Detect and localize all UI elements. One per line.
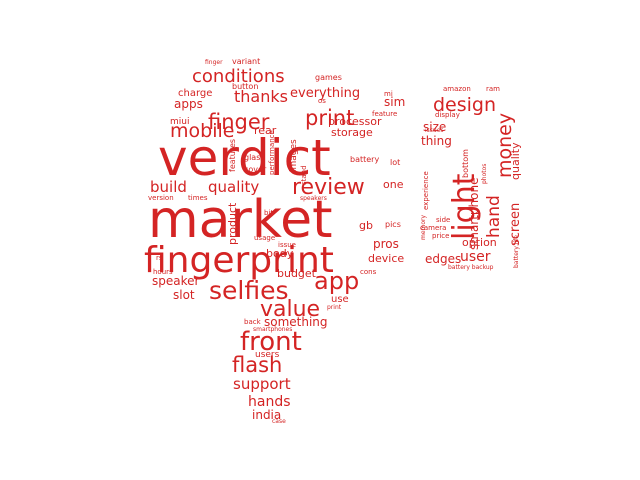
word-finger-small: finger — [205, 59, 223, 66]
word-gb: gb — [359, 219, 373, 232]
word-quality: quality — [208, 178, 259, 196]
word-issue: issue — [278, 241, 296, 249]
word-price: price — [432, 232, 449, 240]
word-apps: apps — [174, 97, 203, 111]
word-cover: cover — [244, 165, 267, 174]
word-hands: hands — [248, 394, 291, 410]
word-camera: camera — [420, 224, 446, 232]
word-smartphones: smartphones — [253, 326, 292, 333]
word-issues: issues — [425, 127, 444, 134]
word-stand: stand — [300, 165, 308, 185]
word-usage: usage — [254, 234, 275, 242]
word-display: display — [435, 111, 460, 119]
word-lot: lot — [390, 158, 400, 167]
word-review: review — [292, 175, 365, 200]
word-build: build — [150, 178, 187, 196]
word-app: app — [314, 267, 359, 295]
word-verdict: verdict — [158, 129, 331, 187]
word-pros: pros — [373, 237, 399, 251]
word-device: device — [368, 252, 404, 265]
word-money: money — [494, 113, 516, 178]
word-option: option — [462, 236, 497, 249]
word-battery: battery — [350, 155, 379, 164]
word-product: product — [226, 202, 239, 245]
word-amazon: amazon — [443, 85, 471, 93]
word-pics: pics — [385, 220, 401, 229]
word-thanks: thanks — [234, 87, 288, 106]
word-front: front — [240, 327, 302, 357]
word-hours: hours — [153, 268, 173, 276]
word-speaker: speaker — [152, 274, 200, 288]
word-back: back — [244, 318, 262, 326]
word-mi: mi — [384, 90, 393, 98]
word-user: user — [460, 249, 491, 265]
word-everything: everything — [290, 86, 360, 101]
word-users: users — [255, 350, 280, 360]
word-performance: performance — [268, 130, 276, 175]
word-body: body — [266, 247, 294, 260]
word-ram: ram — [486, 85, 500, 93]
word-images: images — [289, 139, 299, 172]
word-bit: bit — [264, 209, 273, 217]
word-fingerprint: fingerprint — [144, 240, 334, 281]
word-one: one — [383, 178, 404, 191]
word-mobile: mobile — [170, 120, 234, 142]
word-value: value — [260, 297, 320, 322]
word-rs: rs — [156, 254, 163, 262]
word-thing: thing — [421, 134, 452, 148]
word-support: support — [233, 375, 291, 393]
word-conditions: conditions — [192, 66, 285, 87]
word-flash: flash — [232, 353, 282, 377]
word-budget: budget — [277, 267, 317, 280]
word-times: times — [188, 194, 208, 202]
word-cons: cons — [360, 268, 377, 276]
word-use: use — [331, 294, 349, 305]
word-smartphone: smartphone — [467, 178, 481, 251]
word-button: button — [232, 82, 258, 91]
word-design: design — [433, 94, 496, 116]
word-os: os — [318, 97, 326, 105]
word-charge: charge — [178, 88, 212, 99]
word-something: something — [264, 315, 328, 329]
word-quality-2: quality — [509, 142, 522, 180]
word-memory: memory — [420, 214, 427, 240]
word-selfies: selfies — [209, 276, 289, 305]
word-screen: screen — [508, 203, 523, 246]
word-side: side — [436, 216, 450, 224]
word-bottom: bottom — [461, 149, 470, 178]
word-storage: storage — [331, 126, 373, 139]
word-size: size — [423, 120, 446, 134]
word-light: light — [447, 173, 482, 240]
word-battery-backup: battery backup — [448, 264, 494, 271]
word-india: india — [252, 408, 281, 422]
word-sim: sim — [384, 95, 405, 109]
word-market: market — [148, 190, 333, 250]
word-variant: variant — [232, 57, 260, 66]
word-speakers: speakers — [300, 195, 327, 202]
word-hand: hand — [484, 195, 504, 238]
word-case: case — [272, 418, 286, 425]
word-processor: processor — [328, 115, 382, 128]
word-slot: slot — [173, 288, 195, 302]
word-battery-life: battery life — [513, 235, 520, 268]
word-version: version — [148, 194, 174, 202]
word-print: print — [305, 106, 354, 130]
word-edges: edges — [425, 252, 461, 266]
word-finger: finger — [208, 110, 270, 134]
word-photos: photos — [481, 164, 488, 184]
word-features: features — [228, 139, 237, 172]
word-rear: rear — [254, 124, 277, 137]
word-glass: glass — [244, 153, 265, 162]
word-print-small: print — [327, 304, 342, 311]
word-miui: miui — [170, 117, 189, 127]
word-feature: feature — [372, 110, 397, 118]
word-experience: experience — [422, 171, 430, 210]
word-games: games — [315, 73, 342, 82]
